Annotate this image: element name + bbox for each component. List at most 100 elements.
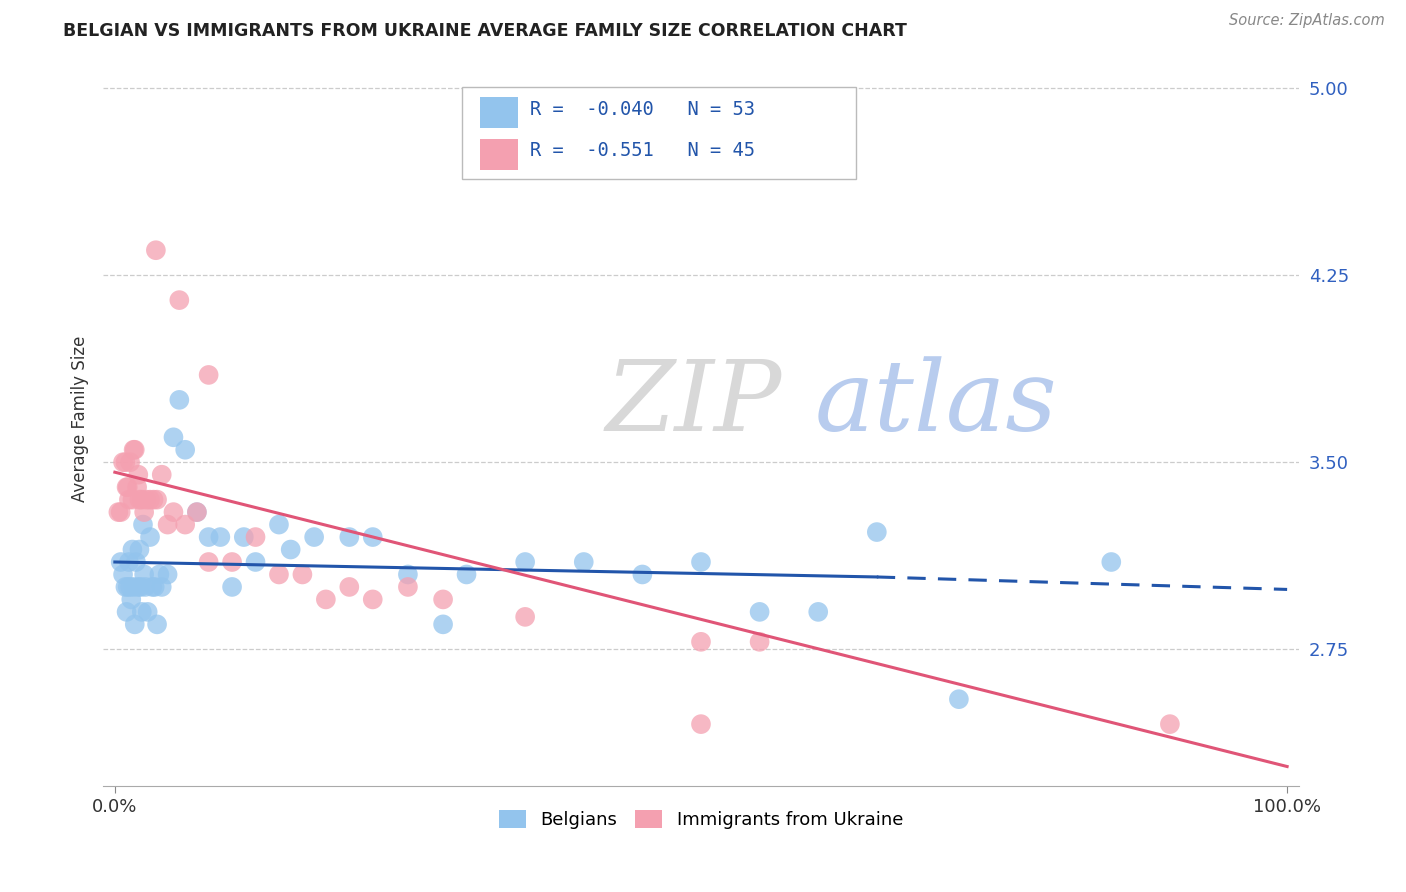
Point — [150, 467, 173, 482]
Point — [110, 505, 132, 519]
Point — [197, 368, 219, 382]
Point — [136, 605, 159, 619]
Point — [150, 580, 173, 594]
Point — [245, 530, 267, 544]
Point — [156, 517, 179, 532]
Point — [129, 580, 152, 594]
Point — [139, 492, 162, 507]
Point — [120, 592, 142, 607]
Point — [127, 467, 149, 482]
Point — [139, 530, 162, 544]
Point — [197, 555, 219, 569]
Point — [572, 555, 595, 569]
Point — [1099, 555, 1122, 569]
Point — [690, 555, 713, 569]
Point — [117, 580, 139, 594]
Point — [337, 580, 360, 594]
Point — [162, 505, 184, 519]
Point — [132, 517, 155, 532]
Text: Source: ZipAtlas.com: Source: ZipAtlas.com — [1229, 13, 1385, 29]
Point — [110, 555, 132, 569]
Point — [131, 492, 153, 507]
Point — [515, 555, 537, 569]
Point — [169, 392, 191, 407]
Point — [948, 692, 970, 706]
Point — [807, 605, 830, 619]
Point — [114, 580, 136, 594]
Point — [141, 580, 163, 594]
Point — [115, 480, 138, 494]
Point — [146, 617, 169, 632]
Point — [361, 530, 384, 544]
Point — [174, 442, 197, 457]
Point — [267, 567, 290, 582]
Point — [120, 580, 142, 594]
FancyBboxPatch shape — [479, 97, 517, 128]
Point — [221, 580, 243, 594]
Point — [156, 567, 179, 582]
Point — [186, 505, 208, 519]
Point — [128, 492, 150, 507]
Point — [128, 542, 150, 557]
Point — [432, 617, 454, 632]
Point — [396, 580, 419, 594]
Text: R =  -0.551   N = 45: R = -0.551 N = 45 — [530, 141, 755, 161]
Point — [315, 592, 337, 607]
Point — [118, 555, 141, 569]
Point — [690, 635, 713, 649]
Point — [337, 530, 360, 544]
Point — [112, 567, 135, 582]
Point — [361, 592, 384, 607]
Point — [631, 567, 654, 582]
Point — [690, 717, 713, 731]
Point — [143, 580, 166, 594]
Point — [124, 617, 146, 632]
Point — [515, 610, 537, 624]
FancyBboxPatch shape — [479, 139, 517, 169]
Point — [121, 542, 143, 557]
Point — [186, 505, 208, 519]
Point — [114, 455, 136, 469]
Point — [197, 530, 219, 544]
Point — [117, 480, 139, 494]
Point — [121, 492, 143, 507]
Text: atlas: atlas — [814, 356, 1057, 451]
Point — [302, 530, 325, 544]
Point — [174, 517, 197, 532]
Point — [134, 580, 156, 594]
Text: R =  -0.040   N = 53: R = -0.040 N = 53 — [530, 100, 755, 119]
Point — [748, 605, 770, 619]
Point — [456, 567, 478, 582]
Point — [120, 455, 142, 469]
Legend: Belgians, Immigrants from Ukraine: Belgians, Immigrants from Ukraine — [492, 803, 911, 837]
Point — [280, 542, 302, 557]
Point — [291, 567, 314, 582]
Point — [112, 455, 135, 469]
Point — [748, 635, 770, 649]
Point — [124, 442, 146, 457]
Point — [134, 505, 156, 519]
Point — [142, 492, 165, 507]
Point — [107, 505, 129, 519]
Point — [122, 580, 145, 594]
Point — [866, 524, 889, 539]
Point — [127, 580, 149, 594]
Y-axis label: Average Family Size: Average Family Size — [72, 335, 89, 502]
Point — [209, 530, 232, 544]
Point — [118, 492, 141, 507]
Point — [146, 492, 169, 507]
Point — [162, 430, 184, 444]
Point — [396, 567, 419, 582]
Point — [127, 480, 149, 494]
Point — [232, 530, 254, 544]
Text: ZIP: ZIP — [606, 356, 782, 451]
Text: BELGIAN VS IMMIGRANTS FROM UKRAINE AVERAGE FAMILY SIZE CORRELATION CHART: BELGIAN VS IMMIGRANTS FROM UKRAINE AVERA… — [63, 22, 907, 40]
Point — [134, 567, 156, 582]
Point — [125, 555, 148, 569]
Point — [122, 442, 145, 457]
Point — [135, 492, 157, 507]
FancyBboxPatch shape — [461, 87, 856, 179]
Point — [169, 293, 191, 307]
Point — [115, 605, 138, 619]
Point — [131, 605, 153, 619]
